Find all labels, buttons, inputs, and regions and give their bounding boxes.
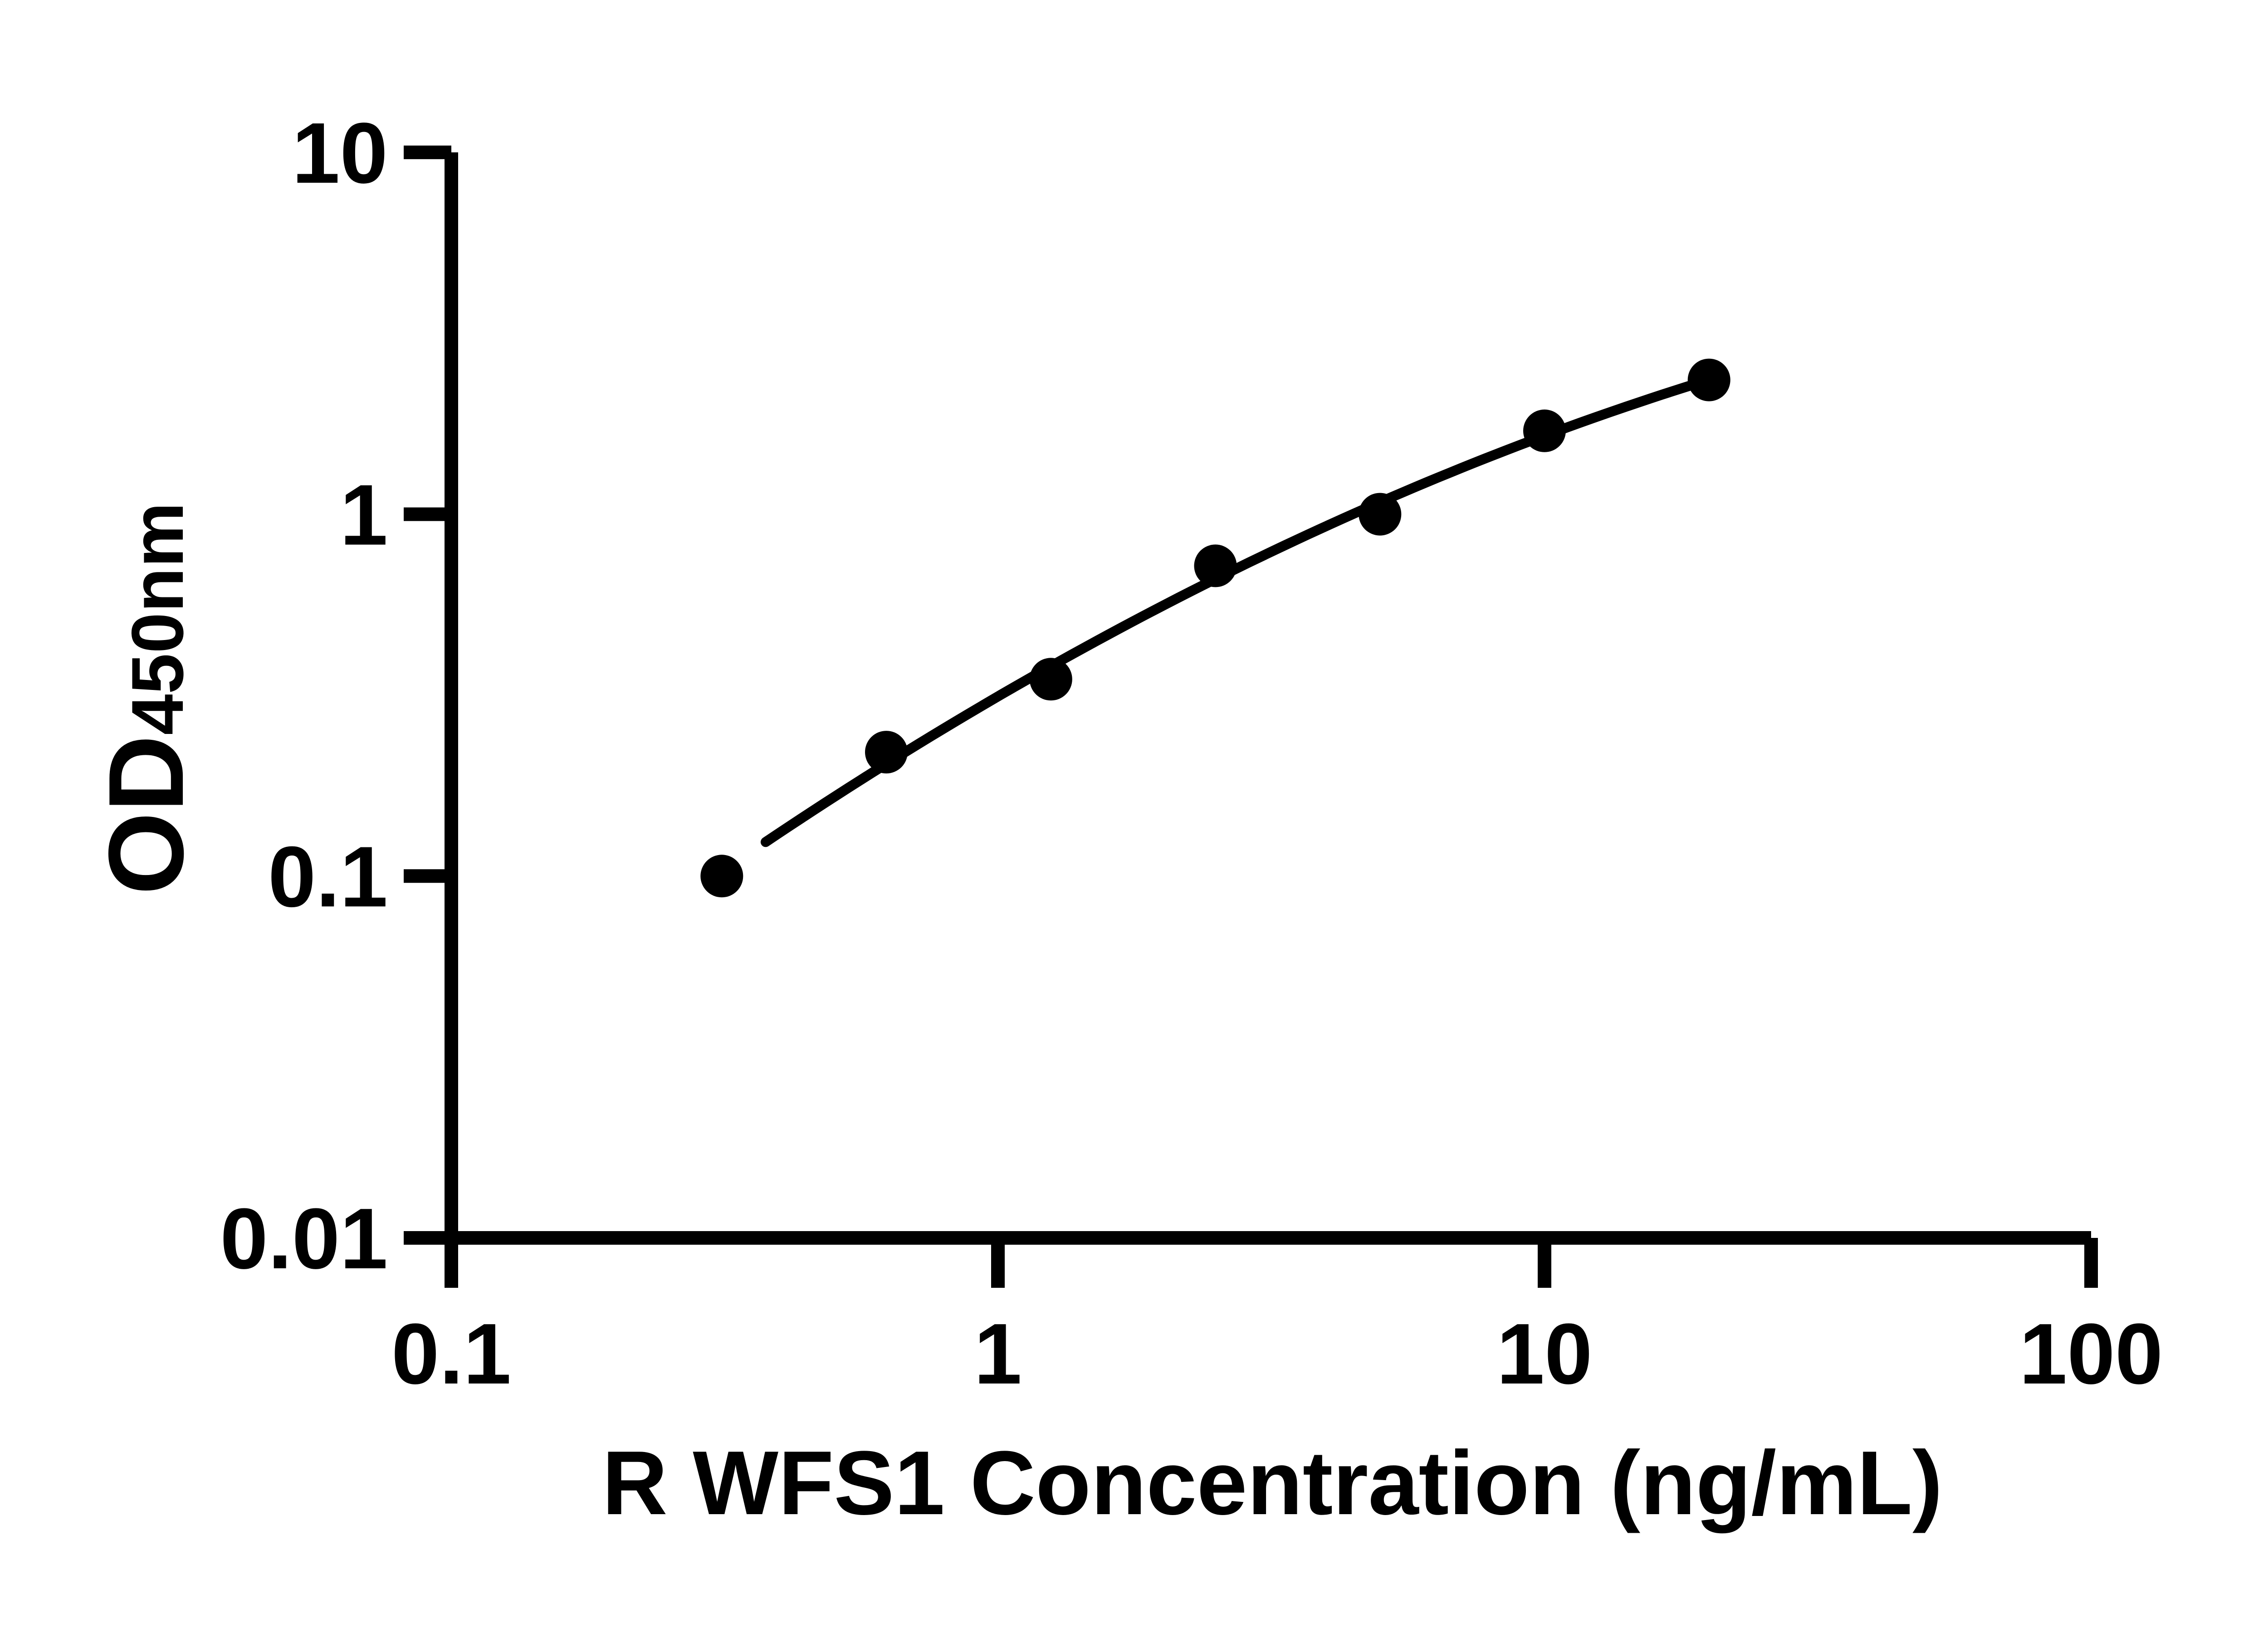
x-tick-label: 0.1 [391, 1306, 511, 1402]
data-point [700, 855, 743, 898]
y-tick-label: 10 [292, 105, 388, 201]
y-tick-label: 0.01 [220, 1191, 388, 1287]
data-point [865, 731, 908, 774]
y-axis-title-sub: 450nm [117, 502, 199, 735]
y-axis-title: OD450nm [86, 502, 205, 895]
x-axis-title: R WFS1 Concentration (ng/mL) [602, 1433, 1942, 1534]
data-point [1359, 493, 1402, 536]
fit-curve-group [760, 375, 1714, 847]
axes [404, 152, 2091, 1288]
y-tick-label: 0.1 [268, 829, 388, 925]
x-tick-label: 1 [974, 1306, 1022, 1402]
axis-ticks [404, 145, 2098, 1288]
fit-curve [760, 375, 1714, 847]
data-point [1029, 658, 1072, 701]
data-point [1523, 409, 1566, 452]
x-tick-label: 10 [1496, 1306, 1592, 1402]
data-points-group [700, 358, 1730, 898]
y-axis-title-main: OD [86, 735, 205, 895]
y-tick-label: 1 [340, 467, 388, 563]
data-point [1194, 544, 1237, 587]
data-point [1687, 358, 1730, 401]
x-tick-label: 100 [2019, 1306, 2163, 1402]
